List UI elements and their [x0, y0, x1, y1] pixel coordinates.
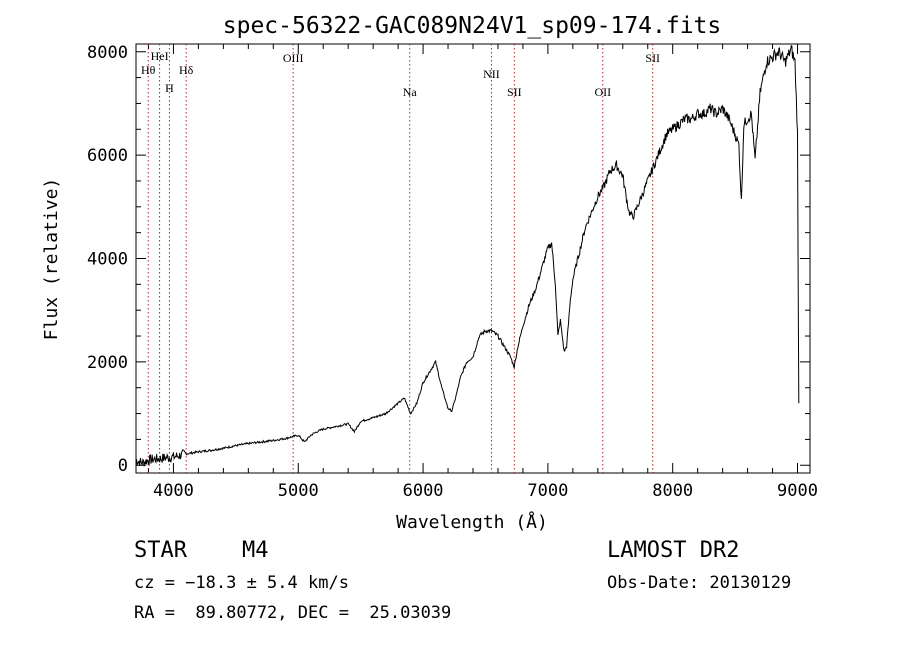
spectral-line-label: Na	[403, 85, 418, 99]
spectral-line-label: SII	[507, 85, 522, 99]
y-tick-label: 0	[118, 456, 128, 476]
plot-frame	[135, 43, 811, 474]
spectral-line-label: Hδ	[179, 63, 194, 77]
observation-date: Obs-Date: 20130129	[607, 573, 792, 593]
spectral-line-label: OIII	[283, 51, 304, 65]
y-tick-label: 8000	[87, 43, 128, 63]
y-tick-label: 4000	[87, 250, 128, 270]
chart-title: spec-56322-GAC089N24V1_sp09-174.fits	[223, 13, 722, 39]
spectrum-trace	[136, 44, 800, 467]
x-tick-label: 4000	[153, 481, 194, 501]
x-tick-label: 9000	[777, 481, 818, 501]
x-tick-label: 6000	[403, 481, 444, 501]
spectral-line-label: HeI	[151, 49, 169, 63]
object-class: STAR	[134, 538, 187, 563]
spectral-line-label: OII	[594, 85, 611, 99]
spectral-line-label: NII	[483, 67, 500, 81]
x-tick-label: 7000	[527, 481, 568, 501]
spectral-line-label: SII	[645, 51, 660, 65]
y-tick-label: 6000	[87, 146, 128, 166]
y-tick-label: 2000	[87, 353, 128, 373]
survey-name: LAMOST DR2	[607, 538, 740, 563]
x-tick-label: 5000	[278, 481, 319, 501]
y-axis-label: Flux (relative)	[41, 178, 62, 341]
spectral-line-label: H	[165, 81, 174, 95]
x-axis-label: Wavelength (Å)	[396, 511, 548, 533]
plot-area: 4000 5000 6000 7000 8000 9000 0 2000 4000 6000 800…	[87, 43, 818, 501]
redshift-velocity: cz = −18.3 ± 5.4 km/s	[134, 573, 349, 593]
spectral-line-label: Hθ	[141, 63, 156, 77]
coordinates: RA = 89.80772, DEC = 25.03039	[134, 603, 452, 623]
x-tick-label: 8000	[652, 481, 693, 501]
object-subclass: M4	[242, 538, 269, 563]
